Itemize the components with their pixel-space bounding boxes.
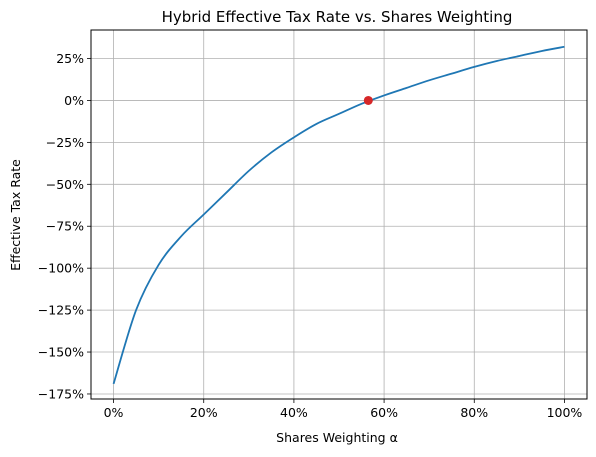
y-axis-label: Effective Tax Rate (8, 159, 23, 271)
chart-title: Hybrid Effective Tax Rate vs. Shares Wei… (162, 8, 513, 26)
x-tick-label: 100% (547, 405, 583, 420)
y-tick-label: −25% (46, 135, 84, 150)
series-layer (112, 45, 565, 385)
x-tick-label: 80% (460, 405, 488, 420)
y-axis: 25% 0% −25% −50% −75% −100% −125% −150% −175% (38, 51, 91, 401)
y-tick-label: −75% (46, 219, 84, 234)
x-tick-label: 40% (280, 405, 308, 420)
x-axis: 0% 20% 40% 60% 80% 100% (104, 399, 583, 420)
y-tick-label: −100% (38, 261, 84, 276)
y-tick-label: 0% (64, 93, 84, 108)
y-tick-label: −175% (38, 386, 84, 401)
x-tick-label: 0% (104, 405, 124, 420)
plot-area (90, 29, 588, 400)
x-axis-label: Shares Weighting α (276, 430, 398, 445)
marker-layer (363, 95, 373, 105)
y-tick-label: −150% (38, 345, 84, 360)
y-tick-label: 25% (56, 51, 84, 66)
y-tick-label: −50% (46, 177, 84, 192)
grid (91, 30, 587, 399)
x-tick-label: 60% (370, 405, 398, 420)
x-tick-label: 20% (190, 405, 218, 420)
series-line-0 (112, 45, 565, 385)
y-tick-label: −125% (38, 303, 84, 318)
highlight-point (363, 95, 373, 105)
